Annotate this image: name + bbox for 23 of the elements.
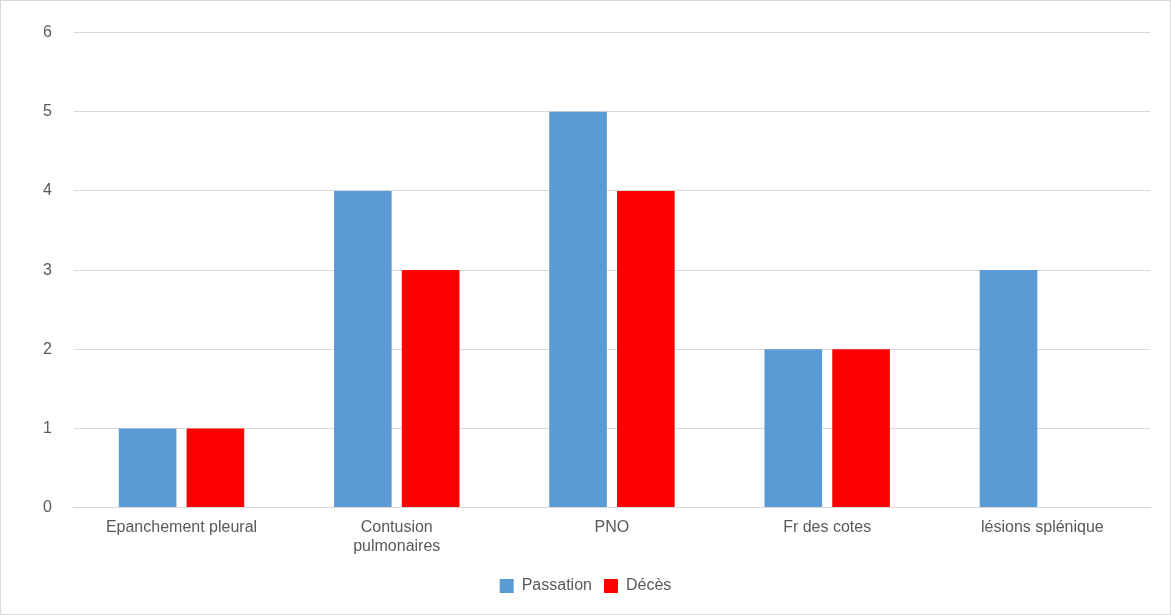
x-tick-label: PNO xyxy=(594,517,630,535)
y-tick-label: 1 xyxy=(42,418,52,436)
y-tick-label: 2 xyxy=(42,339,52,357)
x-tick-label: Fr des cotes xyxy=(783,517,872,535)
y-tick-label: 0 xyxy=(42,498,52,516)
bar xyxy=(617,190,675,508)
bar xyxy=(979,270,1038,508)
legend-label: Passation xyxy=(521,576,592,594)
y-tick-label: 5 xyxy=(42,102,52,120)
bar xyxy=(334,190,392,508)
y-tick-label: 4 xyxy=(42,181,52,199)
x-tick-label: lésions splénique xyxy=(981,517,1104,535)
bar xyxy=(832,349,890,508)
bar xyxy=(186,428,245,508)
y-tick-label: 6 xyxy=(42,23,52,41)
bar xyxy=(401,270,460,508)
legend-label: Décès xyxy=(625,576,672,594)
bar xyxy=(764,349,823,508)
bar xyxy=(118,428,177,508)
x-tick-label: Epanchement pleural xyxy=(105,517,258,535)
x-tick-label: Contusion pulmonaires xyxy=(353,517,441,554)
y-tick-label: 3 xyxy=(42,260,52,278)
bar xyxy=(549,111,607,508)
